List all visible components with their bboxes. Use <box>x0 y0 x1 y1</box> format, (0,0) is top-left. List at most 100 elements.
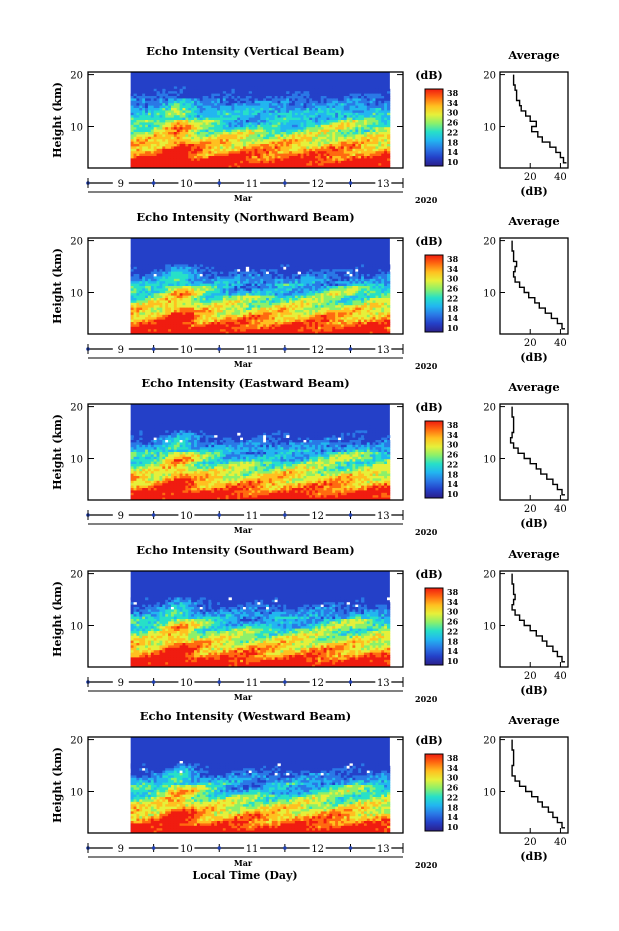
heatmap-cell <box>228 319 232 323</box>
heatmap-cell <box>251 146 255 150</box>
heatmap-cell <box>343 136 348 140</box>
heatmap-cell <box>297 108 301 111</box>
heatmap-cell <box>139 317 143 320</box>
heatmap-cell <box>289 307 293 311</box>
heatmap-cell <box>291 298 296 301</box>
heatmap-cell <box>384 129 388 133</box>
heatmap-cell <box>156 295 160 299</box>
heatmap-cell <box>375 132 379 135</box>
heatmap-cell <box>130 124 134 128</box>
heatmap-cell <box>222 163 227 166</box>
heatmap-cell <box>335 314 339 318</box>
heatmap-cell <box>188 156 192 159</box>
heatmap-cell <box>159 141 163 145</box>
heatmap-cell <box>329 326 333 330</box>
heatmap-cell <box>363 148 368 152</box>
heatmap-cell <box>219 120 224 123</box>
heatmap-cell <box>312 310 316 313</box>
heatmap-cell <box>314 264 319 268</box>
heatmap-cell <box>366 136 371 140</box>
heatmap-cell <box>326 122 330 126</box>
heatmap-cell <box>303 319 307 323</box>
heatmap-cell <box>280 326 284 330</box>
heatmap-cell <box>222 153 227 157</box>
heatmap-cell <box>291 136 296 140</box>
heatmap-cell <box>176 288 181 292</box>
heatmap-cell <box>257 158 261 162</box>
heatmap-cell <box>277 163 281 166</box>
heatmap-cell <box>303 122 307 126</box>
heatmap-cell <box>217 93 221 97</box>
heatmap-cell <box>375 98 379 102</box>
colorbar-tick-label: 18 <box>447 137 459 147</box>
heatmap-cell <box>139 290 143 294</box>
heatmap-cell <box>283 329 287 332</box>
heatmap-cell <box>208 276 212 280</box>
heatmap-cell <box>202 153 206 157</box>
heatmap-cell <box>283 151 287 154</box>
heatmap-cell <box>384 156 388 159</box>
heatmap-cell <box>217 151 221 154</box>
heatmap-cell <box>326 110 330 114</box>
heatmap-cell <box>317 112 322 116</box>
heatmap-cell <box>150 139 155 142</box>
heatmap-cell <box>182 134 186 138</box>
heatmap-cell <box>386 103 391 106</box>
heatmap-cell <box>156 136 160 140</box>
heatmap-cell <box>202 120 206 123</box>
heatmap-cell <box>384 93 388 97</box>
heatmap-cell <box>196 276 201 280</box>
heatmap-cell <box>271 108 276 111</box>
heatmap-cell <box>234 307 238 311</box>
heatmap-cell <box>268 305 273 308</box>
heatmap-cell <box>179 105 183 109</box>
heatmap-cell <box>251 132 255 135</box>
heatmap-cell <box>196 278 201 282</box>
heatmap-cell <box>346 96 350 99</box>
heatmap-cell <box>234 322 238 325</box>
heatmap-cell <box>156 105 160 109</box>
heatmap-cell <box>234 132 238 135</box>
heatmap-cell <box>317 274 322 277</box>
heatmap-cell <box>219 124 224 128</box>
heatmap-cell <box>225 156 229 159</box>
heatmap-cell <box>326 160 330 164</box>
heatmap-cell <box>332 158 336 162</box>
heatmap-cell <box>271 278 276 282</box>
heatmap-cell <box>130 298 134 301</box>
heatmap-cell <box>150 98 155 102</box>
heatmap-cell <box>142 293 146 296</box>
heatmap-cell <box>306 146 310 150</box>
heatmap-cell <box>194 122 198 126</box>
heatmap-cell <box>162 93 166 97</box>
heatmap-cell <box>219 160 224 164</box>
heatmap-cell <box>222 329 227 332</box>
heatmap-cell <box>168 163 172 166</box>
heatmap-cell <box>245 329 250 332</box>
heatmap-cell <box>234 295 238 299</box>
heatmap-cell <box>219 271 224 275</box>
heatmap-cell <box>145 312 149 316</box>
heatmap-cell <box>349 158 353 162</box>
heatmap-cell <box>277 278 281 282</box>
heatmap-cell <box>263 307 267 311</box>
heatmap-cell <box>378 132 382 135</box>
heatmap-cell <box>349 146 353 150</box>
heatmap-cell <box>196 324 201 328</box>
heatmap-cell <box>133 331 137 335</box>
heatmap-cell <box>139 103 143 106</box>
heatmap-cell <box>228 96 232 99</box>
heatmap-cell <box>294 98 299 102</box>
heatmap-cell <box>338 156 342 159</box>
heatmap-cell <box>251 158 255 162</box>
heatmap-cell <box>173 293 178 296</box>
heatmap-cell <box>358 115 362 118</box>
heatmap-cell <box>378 124 382 128</box>
heatmap-cell <box>349 124 353 128</box>
heatmap-cell <box>242 329 247 332</box>
heatmap-cell <box>349 151 353 154</box>
heatmap-cell <box>222 160 227 164</box>
heatmap-cell <box>245 141 250 145</box>
heatmap-cell <box>194 283 198 287</box>
heatmap-cell <box>150 110 155 114</box>
